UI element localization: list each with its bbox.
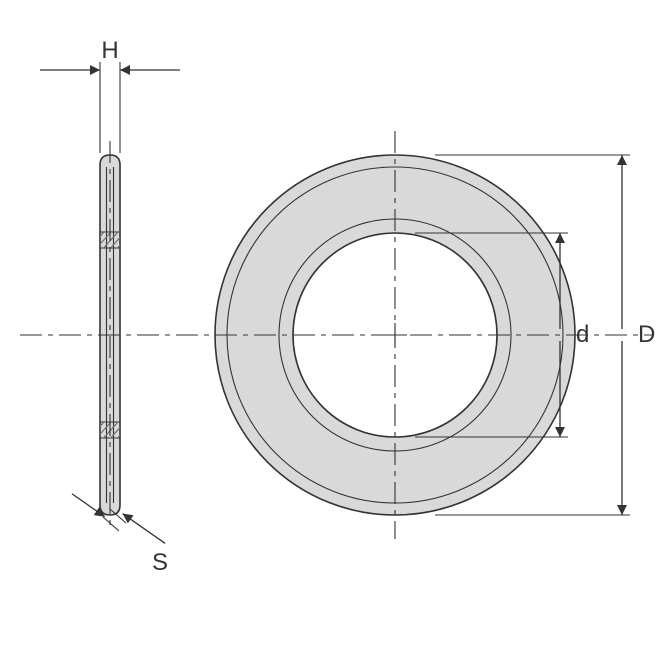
dim-label-d: d	[576, 321, 589, 348]
technical-drawing: H Sd D	[0, 0, 670, 670]
dim-label-H: H	[101, 37, 118, 64]
dim-label-S: S	[152, 549, 168, 576]
dim-label-D: D	[638, 321, 655, 348]
